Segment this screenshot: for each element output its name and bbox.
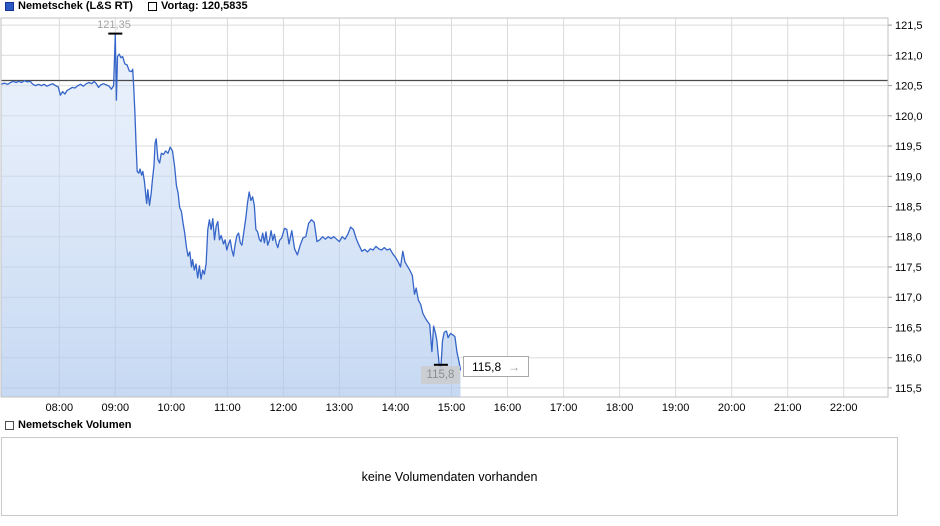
x-axis-label: 09:00	[102, 402, 130, 414]
x-axis-label: 18:00	[606, 402, 634, 414]
x-axis-label: 13:00	[326, 402, 354, 414]
y-axis-label: 118,5	[895, 202, 922, 214]
x-axis-label: 22:00	[830, 402, 858, 414]
y-axis-label: 119,0	[895, 171, 922, 183]
last-price-value: 115,8	[472, 359, 502, 374]
volume-legend: Nemetschek Volumen	[5, 419, 132, 431]
day-low-annotation-badge: 115,8	[421, 366, 460, 384]
y-axis-label: 119,5	[895, 141, 922, 153]
y-axis-label: 116,5	[895, 323, 922, 335]
x-axis-label: 08:00	[46, 402, 74, 414]
y-axis-label: 120,5	[895, 81, 923, 93]
x-axis-label: 10:00	[158, 402, 186, 414]
x-axis-label: 14:00	[382, 402, 410, 414]
right-arrow-icon: →	[508, 359, 521, 374]
x-axis-label: 16:00	[494, 402, 522, 414]
y-axis-label: 121,5	[895, 20, 923, 32]
y-axis-label: 118,0	[895, 232, 922, 244]
x-axis-label: 12:00	[270, 402, 298, 414]
price-line	[0, 33, 462, 371]
x-axis-label: 17:00	[550, 402, 578, 414]
x-axis-label: 21:00	[774, 402, 802, 414]
series-color-swatch-icon	[5, 1, 14, 11]
y-axis-label: 116,0	[895, 353, 922, 365]
y-axis-label: 117,0	[895, 292, 922, 304]
legend-item-price-series: Nemetschek (L&S RT)	[5, 0, 133, 12]
previous-close-swatch-icon	[148, 1, 157, 11]
volume-panel: keine Volumendaten vorhanden	[1, 437, 898, 516]
no-volume-message: keine Volumendaten vorhanden	[361, 469, 538, 484]
legend-item-previous-close: Vortag: 120,5835	[148, 0, 248, 12]
volume-legend-label: Nemetschek Volumen	[18, 419, 132, 431]
x-axis-label: 20:00	[718, 402, 746, 414]
x-axis-label: 11:00	[214, 402, 241, 414]
previous-close-legend-label: Vortag: 120,5835	[161, 0, 248, 12]
area-fill	[1, 34, 461, 397]
plot-border	[0, 17, 889, 398]
x-axis-label: 19:00	[662, 402, 690, 414]
series-legend-label: Nemetschek (L&S RT)	[18, 0, 133, 12]
volume-swatch-icon	[5, 420, 14, 430]
x-axis-label: 15:00	[438, 402, 466, 414]
day-high-annotation: 121,35	[97, 19, 131, 31]
last-price-box: 115,8 →	[463, 356, 530, 377]
y-axis-label: 117,5	[895, 262, 922, 274]
y-axis-label: 121,0	[895, 50, 923, 62]
y-axis-label: 115,5	[895, 383, 922, 395]
y-axis-label: 120,0	[895, 111, 923, 123]
